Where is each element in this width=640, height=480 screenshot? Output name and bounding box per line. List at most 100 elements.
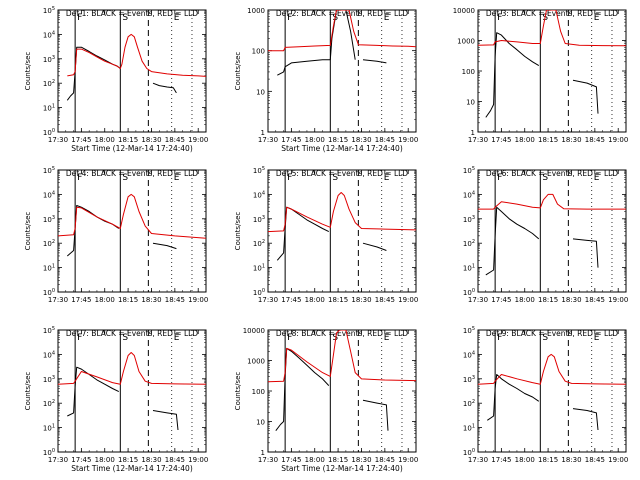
marker-label: E: [594, 333, 600, 343]
marker-label: E: [174, 13, 180, 23]
y-tick-label: 104: [43, 190, 55, 199]
y-tick-label: 104: [253, 190, 265, 199]
y-tick-label: 105: [43, 166, 55, 175]
x-tick-label: 18:45: [165, 456, 185, 464]
x-tick-label: 18:45: [375, 136, 395, 144]
x-tick-label: 19:00: [188, 456, 208, 464]
y-tick-label: 102: [463, 239, 475, 248]
x-tick-label: 18:00: [305, 136, 325, 144]
x-tick-label: 18:00: [515, 296, 535, 304]
detector-panel-4: Det 4: BLACK = Events, RED = LLD 100 101 10…: [24, 166, 208, 304]
y-tick-label: 1: [261, 449, 265, 457]
x-axis-label: Start Time (12-Mar-14 17:24:40): [281, 464, 403, 473]
marker-label: S: [122, 13, 128, 23]
series-line-lld: [268, 192, 416, 233]
y-axis-label: Counts/sec: [234, 212, 242, 251]
marker-label: S: [122, 333, 128, 343]
y-tick-label: 100: [462, 68, 475, 76]
series-line-events: [66, 205, 177, 257]
marker-label: F: [77, 333, 82, 343]
panel-title: Det 3: BLACK = Events, RED = LLD: [486, 9, 618, 18]
y-tick-label: 101: [43, 424, 55, 433]
x-tick-label: 18:30: [141, 296, 161, 304]
y-tick-label: 102: [253, 239, 265, 248]
x-tick-label: 17:45: [281, 296, 301, 304]
x-tick-label: 18:15: [538, 296, 558, 304]
x-tick-label: 19:00: [188, 296, 208, 304]
series-line-lld: [58, 193, 206, 239]
plot-frame: [477, 9, 627, 133]
y-tick-label: 101: [43, 264, 55, 273]
marker-label: F: [287, 173, 292, 183]
y-axis-label: Counts/sec: [234, 52, 242, 91]
x-axis-label: Start Time (12-Mar-14 17:24:40): [71, 144, 193, 153]
y-tick-label: 10000: [453, 7, 475, 15]
series-line-lld: [478, 353, 626, 385]
plot-frame: [267, 9, 417, 133]
series-line-events: [485, 32, 599, 118]
y-tick-label: 103: [463, 375, 475, 384]
y-tick-label: 102: [463, 399, 475, 408]
detector-panel-5: Det 5: BLACK = Events, RED = LLD 100 101 10…: [234, 166, 418, 304]
x-tick-label: 18:15: [538, 136, 558, 144]
x-tick-label: 17:30: [468, 136, 488, 144]
x-tick-label: 18:45: [165, 136, 185, 144]
series-line-lld: [58, 352, 206, 385]
y-tick-label: 100: [463, 448, 475, 457]
panel-title: Det 7: BLACK = Events, RED = LLD: [66, 329, 198, 338]
detector-panel-7: Det 7: BLACK = Events, RED = LLD 100 101 10…: [24, 326, 208, 473]
x-tick-label: 18:00: [515, 136, 535, 144]
x-tick-label: 18:45: [375, 296, 395, 304]
x-tick-label: 18:45: [585, 296, 605, 304]
x-tick-label: 18:15: [328, 456, 348, 464]
x-tick-label: 18:15: [118, 136, 138, 144]
series-line-events: [487, 374, 599, 431]
y-tick-label: 105: [43, 6, 55, 15]
x-tick-label: 19:00: [608, 136, 628, 144]
y-axis-label: Counts/sec: [234, 372, 242, 411]
y-tick-label: 101: [463, 424, 475, 433]
marker-label: E: [384, 333, 390, 343]
marker-label: E: [594, 173, 600, 183]
marker-label: F: [497, 173, 502, 183]
x-tick-label: 17:45: [491, 136, 511, 144]
x-tick-label: 18:00: [305, 296, 325, 304]
detector-panel-2: Det 2: BLACK = Events, RED = LLD 1 10 100 10…: [234, 7, 418, 153]
marker-label: E: [174, 333, 180, 343]
y-tick-label: 103: [43, 215, 55, 224]
marker-label: F: [287, 13, 292, 23]
panel-title: Det 5: BLACK = Events, RED = LLD: [276, 169, 408, 178]
marker-label: F: [287, 333, 292, 343]
x-tick-label: 18:15: [538, 456, 558, 464]
y-tick-label: 105: [463, 166, 475, 175]
plot-frame: [477, 329, 627, 453]
marker-label: E: [594, 13, 600, 23]
y-tick-label: 100: [463, 288, 475, 297]
x-tick-label: 18:00: [305, 456, 325, 464]
y-tick-label: 1000: [247, 7, 265, 15]
x-tick-label: 18:00: [515, 456, 535, 464]
x-tick-label: 18:30: [351, 296, 371, 304]
y-tick-label: 101: [43, 104, 55, 113]
x-tick-label: 17:30: [48, 456, 68, 464]
detector-panel-3: Det 3: BLACK = Events, RED = LLD 1 10 100 10…: [453, 7, 629, 144]
y-tick-label: 103: [43, 375, 55, 384]
x-tick-label: 18:30: [561, 456, 581, 464]
detector-panel-6: Det 6: BLACK = Events, RED = LLD 100 101 10…: [463, 166, 628, 304]
x-tick-label: 18:15: [328, 296, 348, 304]
x-tick-label: 18:00: [95, 456, 115, 464]
x-tick-label: 19:00: [398, 456, 418, 464]
x-tick-label: 17:30: [258, 136, 278, 144]
x-tick-label: 17:30: [48, 296, 68, 304]
series-line-lld: [268, 10, 416, 52]
x-tick-label: 18:30: [351, 136, 371, 144]
marker-label: S: [542, 173, 548, 183]
series-line-lld: [478, 193, 626, 210]
y-tick-label: 104: [463, 350, 475, 359]
x-tick-label: 17:45: [281, 456, 301, 464]
x-tick-label: 18:30: [561, 296, 581, 304]
y-tick-label: 10000: [243, 327, 265, 335]
x-tick-label: 18:45: [585, 456, 605, 464]
plot-frame: [57, 169, 207, 293]
